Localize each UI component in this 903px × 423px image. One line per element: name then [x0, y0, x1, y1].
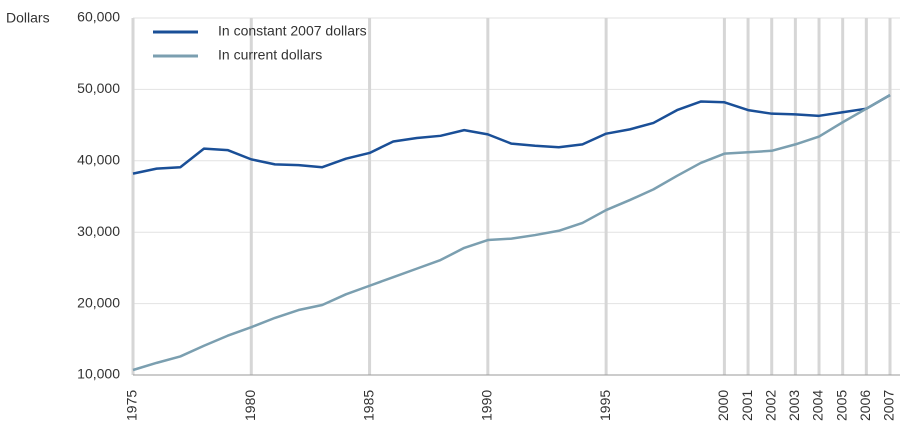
x-tick-label: 2001 — [739, 390, 755, 421]
y-tick-label: 30,000 — [77, 223, 120, 239]
x-tick-label: 2002 — [762, 390, 778, 421]
x-tick-label: 1985 — [360, 390, 376, 421]
legend-label: In constant 2007 dollars — [218, 23, 367, 39]
y-tick-label: 40,000 — [77, 152, 120, 168]
x-tick-label: 2004 — [810, 390, 826, 421]
y-tick-label: 50,000 — [77, 80, 120, 96]
y-tick-label: 10,000 — [77, 366, 120, 382]
x-tick-label: 2003 — [786, 390, 802, 421]
x-tick-label: 1990 — [479, 390, 495, 421]
x-tick-label: 1980 — [242, 390, 258, 421]
x-tick-label: 2000 — [715, 390, 731, 421]
series-line — [132, 94, 891, 175]
x-tick-label: 2006 — [857, 390, 873, 421]
y-axis-label: Dollars — [6, 10, 50, 26]
legend-label: In current dollars — [218, 47, 322, 63]
x-tick-label: 1975 — [124, 390, 140, 421]
series-line — [132, 94, 891, 372]
y-tick-label: 20,000 — [77, 294, 120, 310]
x-tick-label: 1995 — [597, 390, 613, 421]
legend: In constant 2007 dollars In current dolla… — [153, 23, 367, 63]
x-tick-label: 2005 — [833, 390, 849, 421]
y-tick-label: 60,000 — [77, 9, 120, 25]
x-tick-label: 2007 — [881, 390, 897, 421]
